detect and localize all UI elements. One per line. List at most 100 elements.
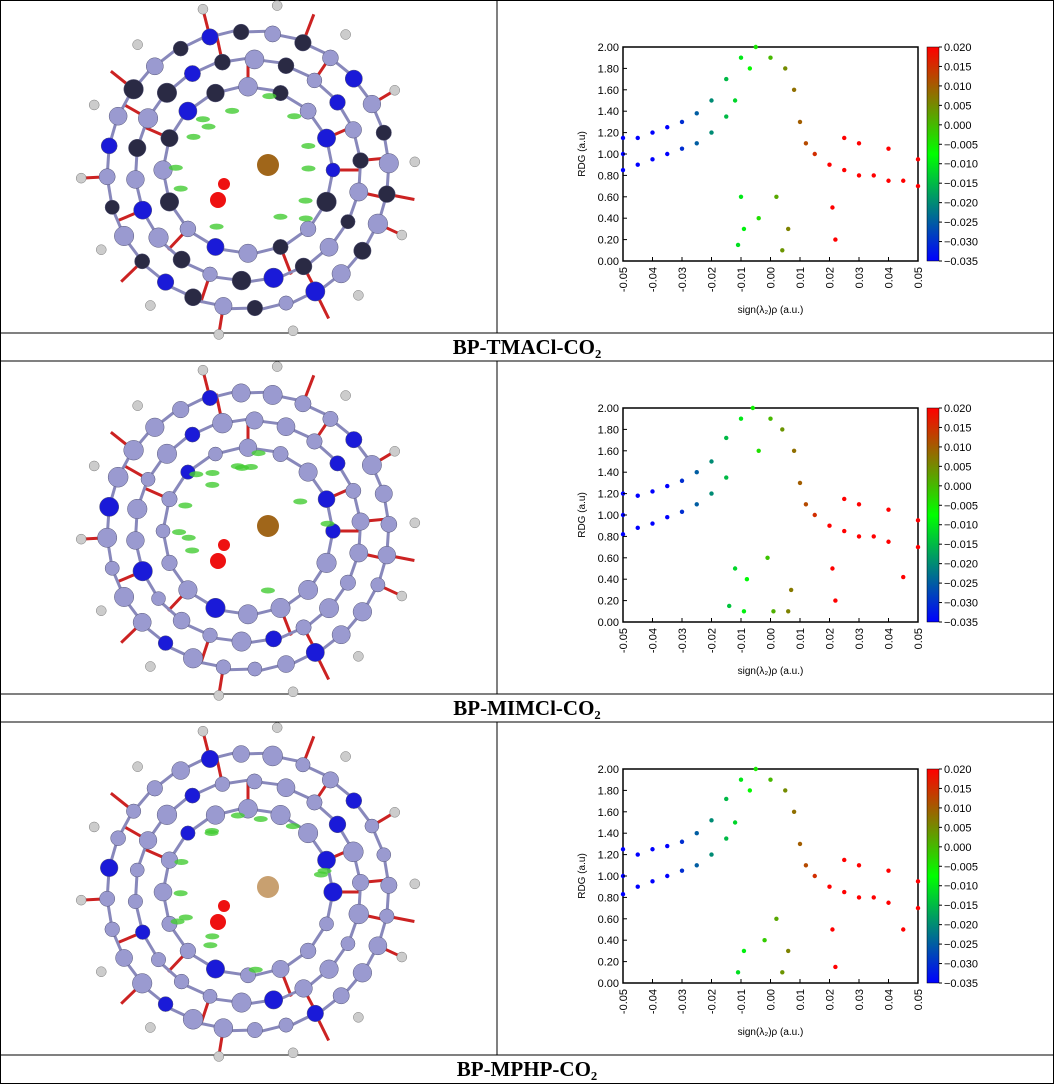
atom: [104, 921, 120, 937]
scatter-point: [732, 820, 738, 825]
x-tick-label: 0.02: [825, 989, 837, 1010]
atom: [213, 1018, 234, 1038]
atom: [319, 598, 339, 619]
hydrogen-atom: [96, 966, 107, 977]
x-tick-label: 0.05: [913, 989, 925, 1010]
scatter-point: [694, 831, 699, 836]
scatter-point: [783, 66, 788, 71]
atom: [306, 794, 323, 811]
x-tick-label: 0.03: [854, 267, 866, 288]
y-tick-label: 1.00: [598, 871, 619, 883]
scatter-point: [709, 130, 714, 135]
atom: [126, 531, 145, 550]
atom: [129, 862, 145, 878]
atom: [380, 515, 398, 533]
scatter-point: [747, 66, 753, 71]
x-tick-label: 0.02: [825, 628, 837, 649]
atom: [128, 139, 147, 157]
scatter-point: [724, 114, 729, 119]
scatter-point: [830, 205, 835, 210]
hydrogen-atom: [287, 686, 299, 698]
atom: [295, 757, 311, 773]
atom: [202, 627, 218, 643]
scatter-point: [780, 427, 785, 432]
atom: [295, 619, 312, 636]
atom: [214, 297, 233, 315]
y-tick-label: 0.40: [598, 935, 619, 947]
atom: [323, 882, 343, 902]
scatter-point: [768, 777, 773, 782]
scatter-point: [791, 448, 797, 453]
scatter-point: [694, 502, 699, 507]
atom: [201, 389, 218, 406]
center-atom: [257, 876, 279, 898]
hydrogen-atom: [287, 325, 299, 337]
interaction-surface: [181, 534, 196, 541]
interaction-surface: [205, 933, 220, 940]
scatter-point: [886, 178, 891, 183]
hydrogen-atom: [353, 1012, 364, 1023]
interaction-surface: [170, 918, 185, 925]
colorbar-tick-label: −0.030: [944, 598, 978, 610]
x-tick-label: -0.01: [736, 989, 748, 1014]
atom: [316, 552, 337, 573]
atom: [127, 498, 148, 520]
colorbar-tick-label: 0.020: [944, 764, 972, 776]
atom: [184, 288, 202, 307]
colorbar-tick-label: −0.030: [944, 237, 978, 249]
oxygen-atom: [218, 539, 230, 551]
scatter-point: [788, 587, 794, 593]
atom: [157, 443, 177, 464]
interaction-surface: [248, 966, 263, 973]
atom: [321, 771, 339, 789]
scatter-point: [635, 884, 640, 889]
y-tick-label: 0.80: [598, 892, 619, 904]
colorbar: [926, 46, 940, 262]
atom: [298, 579, 319, 600]
scatter-point: [679, 146, 685, 151]
y-tick-label: 0.20: [598, 957, 619, 969]
scatter-point: [786, 226, 791, 232]
colorbar: [926, 407, 940, 623]
scatter-point: [620, 135, 626, 141]
scatter-point: [786, 948, 791, 954]
atom: [99, 497, 120, 517]
y-tick-label: 0.00: [598, 617, 619, 629]
scatter-point: [738, 777, 744, 782]
atom: [294, 257, 313, 276]
x-tick-label: 0.02: [825, 267, 837, 288]
atom: [375, 124, 392, 141]
interaction-surface: [205, 481, 220, 488]
atom: [104, 560, 120, 576]
colorbar-tick-label: −0.025: [944, 217, 978, 229]
hydrogen-atom: [213, 690, 225, 701]
y-tick-label: 1.40: [598, 467, 619, 479]
colorbar-tick-label: −0.010: [944, 881, 978, 893]
atom: [178, 580, 198, 600]
interaction-surface: [262, 93, 277, 100]
scatter-point: [780, 970, 785, 975]
scatter-point: [830, 927, 835, 932]
scatter-point: [747, 788, 753, 793]
hydrogen-atom: [197, 3, 209, 15]
interaction-surface: [293, 498, 308, 505]
scatter-point: [735, 242, 741, 248]
atom: [172, 250, 191, 269]
hydrogen-atom: [96, 605, 107, 616]
scatter-point: [915, 157, 921, 162]
interaction-surface: [298, 215, 313, 222]
atom: [202, 266, 218, 282]
interaction-surface: [243, 464, 258, 471]
scatter-point: [827, 884, 832, 889]
scatter-point: [650, 847, 655, 852]
interaction-surface: [168, 164, 183, 171]
atom: [159, 192, 179, 212]
caption: BP-MIMCl-CO₂: [453, 696, 600, 720]
atom: [100, 137, 118, 155]
atom: [352, 874, 370, 892]
colorbar-tick-label: 0.015: [944, 783, 972, 795]
atom: [270, 805, 291, 826]
atom: [97, 527, 118, 548]
scatter-point: [886, 146, 891, 151]
scatter-point: [724, 435, 729, 441]
